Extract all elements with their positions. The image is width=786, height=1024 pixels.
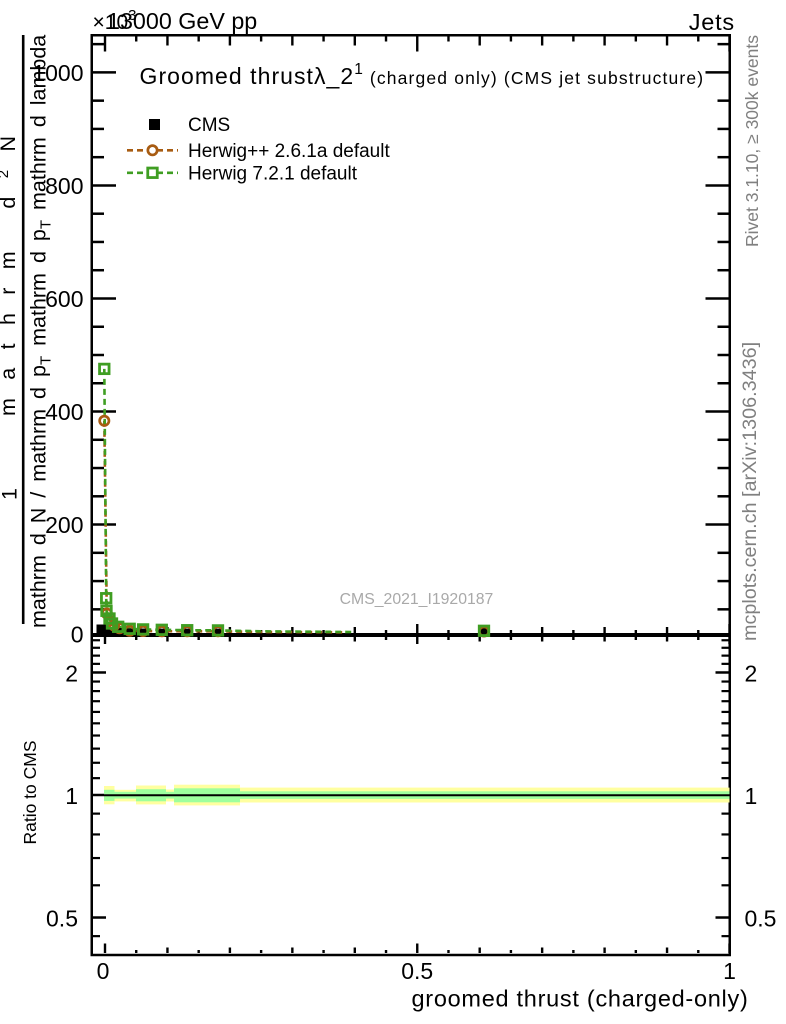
svg-text:1: 1 xyxy=(65,783,78,809)
svg-text:1000: 1000 xyxy=(32,60,83,86)
svg-text:Herwig++ 2.6.1a default: Herwig++ 2.6.1a default xyxy=(188,141,390,162)
svg-text:0.5: 0.5 xyxy=(46,906,78,932)
svg-text:400: 400 xyxy=(45,399,83,425)
svg-text:mcplots.cern.ch [arXiv:1306.34: mcplots.cern.ch [arXiv:1306.3436] xyxy=(739,342,761,641)
svg-text:groomed thrust (charged-only): groomed thrust (charged-only) xyxy=(412,986,749,1012)
svg-text:1: 1 xyxy=(745,783,758,809)
svg-text:CMS_2021_I1920187: CMS_2021_I1920187 xyxy=(340,591,494,608)
svg-text:0.5: 0.5 xyxy=(401,958,433,984)
svg-text:0.5: 0.5 xyxy=(745,906,777,932)
svg-text:Rivet 3.1.10, ≥ 300k events: Rivet 3.1.10, ≥ 300k events xyxy=(742,35,762,247)
svg-text:0: 0 xyxy=(97,958,110,984)
svg-text:600: 600 xyxy=(45,286,83,312)
svg-text:Jets: Jets xyxy=(689,9,735,35)
svg-text:1: 1 xyxy=(723,958,736,984)
svg-text:200: 200 xyxy=(45,512,83,538)
svg-text:1: 1 xyxy=(0,488,22,500)
svg-text:2: 2 xyxy=(745,660,758,686)
svg-text:mathrm d2N: mathrm d2N xyxy=(0,136,20,416)
svg-text:mathrm d N / mathrm d pT mathr: mathrm d N / mathrm d pT mathrm d pT mat… xyxy=(27,35,55,628)
svg-text:CMS: CMS xyxy=(188,115,230,136)
svg-text:13000 GeV pp: 13000 GeV pp xyxy=(107,8,257,34)
svg-text:800: 800 xyxy=(45,173,83,199)
svg-text:Ratio to CMS: Ratio to CMS xyxy=(20,740,40,844)
svg-text:Groomed thrustλ_21 (charged on: Groomed thrustλ_21 (charged only) (CMS j… xyxy=(140,61,705,89)
svg-text:0: 0 xyxy=(71,621,84,647)
svg-text:2: 2 xyxy=(65,660,78,686)
svg-text:Herwig 7.2.1 default: Herwig 7.2.1 default xyxy=(188,164,358,185)
